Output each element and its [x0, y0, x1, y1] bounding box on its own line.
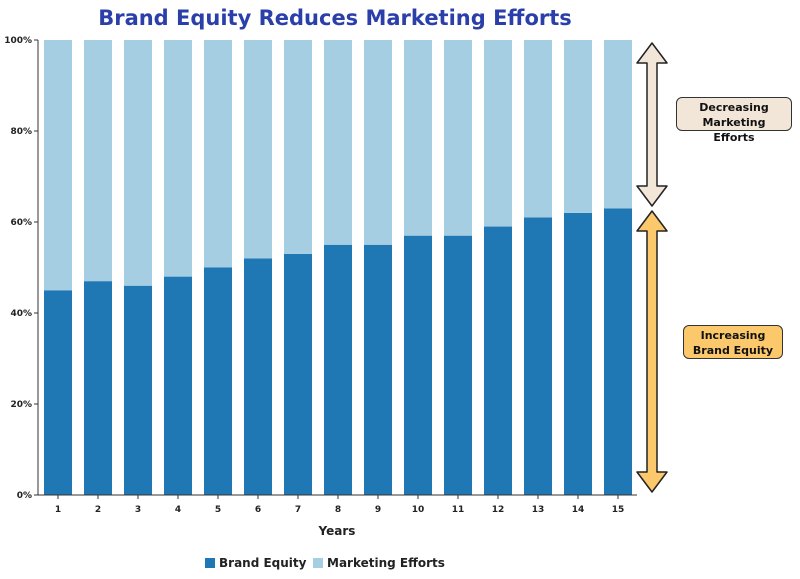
bar-brand-equity-year-15 [604, 208, 632, 495]
bar-brand-equity-year-13 [524, 217, 552, 495]
x-tick-label: 5 [215, 505, 221, 515]
increasing-double-arrow [636, 210, 668, 493]
x-tick-label: 15 [612, 505, 625, 515]
y-tick-label: 20% [10, 400, 32, 410]
x-tick-label: 10 [412, 505, 425, 515]
bar-marketing-efforts-year-10 [404, 40, 432, 236]
bar-marketing-efforts-year-3 [124, 40, 152, 286]
y-tick-label: 80% [10, 127, 32, 137]
bar-brand-equity-year-4 [164, 276, 192, 495]
x-tick-label: 7 [295, 505, 301, 515]
bar-marketing-efforts-year-6 [244, 40, 272, 259]
bar-marketing-efforts-year-15 [604, 40, 632, 209]
bar-brand-equity-year-11 [444, 235, 472, 495]
legend-swatch [313, 558, 323, 568]
bar-brand-equity-year-7 [284, 253, 312, 495]
bar-marketing-efforts-year-5 [204, 40, 232, 268]
bar-brand-equity-year-3 [124, 285, 152, 495]
bar-brand-equity-year-8 [324, 244, 352, 495]
x-tick-label: 2 [95, 505, 101, 515]
x-tick-label: 14 [572, 505, 585, 515]
y-tick-label: 60% [10, 218, 32, 228]
bar-marketing-efforts-year-7 [284, 40, 312, 254]
bar-marketing-efforts-year-8 [324, 40, 352, 245]
bar-marketing-efforts-year-2 [84, 40, 112, 282]
bar-brand-equity-year-1 [44, 290, 72, 495]
bar-marketing-efforts-year-12 [484, 40, 512, 227]
bar-marketing-efforts-year-9 [364, 40, 392, 245]
bar-brand-equity-year-12 [484, 226, 512, 496]
bar-brand-equity-year-6 [244, 258, 272, 495]
x-tick-label: 8 [335, 505, 341, 515]
x-tick-label: 13 [532, 505, 545, 515]
x-tick-label: 9 [375, 505, 381, 515]
legend-label: Marketing Efforts [327, 556, 445, 570]
bar-marketing-efforts-year-1 [44, 40, 72, 291]
bar-brand-equity-year-10 [404, 235, 432, 495]
decreasing-double-arrow [636, 42, 668, 207]
x-tick-label: 1 [55, 505, 61, 515]
y-tick-label: 100% [4, 36, 32, 46]
y-tick-label: 0% [17, 491, 32, 501]
chart-title: Brand Equity Reduces Marketing Efforts [98, 6, 572, 30]
legend-swatch [205, 558, 215, 568]
bar-marketing-efforts-year-14 [564, 40, 592, 213]
x-tick-label: 6 [255, 505, 261, 515]
bar-brand-equity-year-5 [204, 267, 232, 495]
x-tick-label: 3 [135, 505, 141, 515]
x-tick-label: 12 [492, 505, 505, 515]
decreasing-marketing-efforts-callout: Decreasing Marketing Efforts [676, 97, 792, 144]
x-tick-label: 11 [452, 505, 465, 515]
x-tick-label: 4 [175, 505, 181, 515]
bar-brand-equity-year-14 [564, 212, 592, 495]
bar-marketing-efforts-year-11 [444, 40, 472, 236]
legend-label: Brand Equity [219, 556, 307, 570]
y-tick-label: 40% [10, 309, 32, 319]
bar-marketing-efforts-year-13 [524, 40, 552, 218]
bar-marketing-efforts-year-4 [164, 40, 192, 277]
bar-brand-equity-year-9 [364, 244, 392, 495]
increasing-brand-equity-callout: Increasing Brand Equity [683, 325, 783, 359]
x-axis-label: Years [318, 524, 356, 538]
bar-brand-equity-year-2 [84, 281, 112, 495]
